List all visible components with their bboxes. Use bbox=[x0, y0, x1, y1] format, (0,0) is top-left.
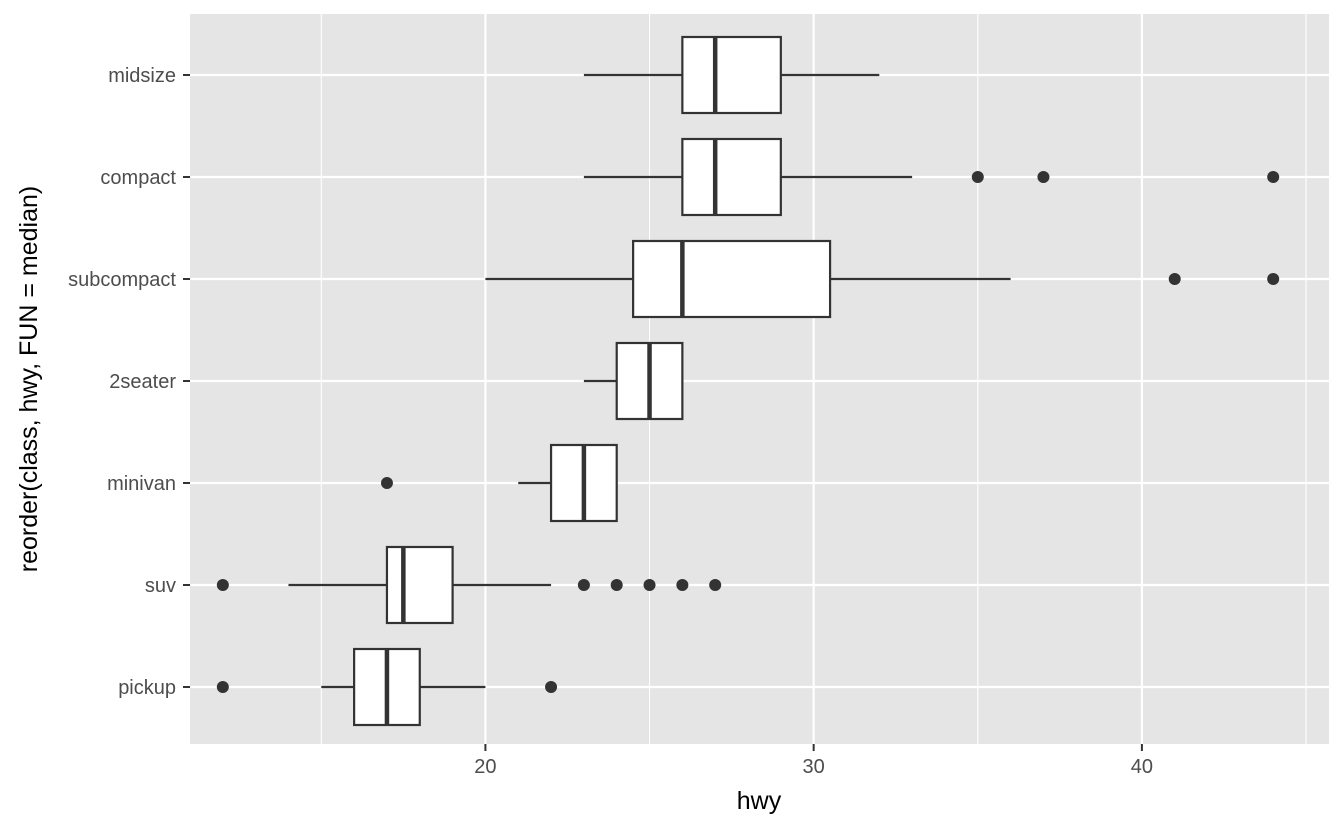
y-tick-label: suv bbox=[145, 575, 176, 597]
box-compact bbox=[583, 137, 1280, 217]
y-tick-label: minivan bbox=[107, 473, 176, 495]
outlier-point bbox=[1267, 273, 1280, 285]
x-tick-label: 30 bbox=[803, 756, 825, 778]
x-tick-label: 20 bbox=[474, 756, 496, 778]
outlier-point bbox=[676, 579, 689, 591]
y-axis-title: reorder(class, hwy, FUN = median) bbox=[15, 186, 43, 572]
box-2seater bbox=[583, 341, 684, 421]
box-midsize bbox=[583, 35, 880, 115]
iqr-box bbox=[632, 239, 832, 319]
outlier-point bbox=[380, 477, 393, 489]
y-tick-label: compact bbox=[100, 167, 176, 189]
iqr-box bbox=[385, 545, 454, 625]
outlier-point bbox=[1037, 171, 1050, 183]
box-suv bbox=[216, 545, 722, 625]
outlier-point bbox=[971, 171, 984, 183]
y-tick-label: 2seater bbox=[109, 371, 176, 393]
major-gridlines bbox=[190, 14, 1329, 744]
outlier-point bbox=[577, 579, 590, 591]
outlier-point bbox=[1267, 171, 1280, 183]
outlier-point bbox=[1168, 273, 1181, 285]
x-tick-label: 40 bbox=[1131, 756, 1153, 778]
y-tick-label: subcompact bbox=[68, 269, 176, 291]
y-tick-label: midsize bbox=[108, 65, 176, 87]
outlier-point bbox=[545, 681, 558, 693]
iqr-box bbox=[681, 137, 782, 217]
x-axis-title: hwy bbox=[737, 787, 782, 815]
outlier-point bbox=[709, 579, 722, 591]
panel-background bbox=[190, 14, 1329, 744]
iqr-box bbox=[681, 35, 782, 115]
outlier-point bbox=[610, 579, 623, 591]
outlier-point bbox=[643, 579, 656, 591]
outlier-point bbox=[216, 579, 229, 591]
box-subcompact bbox=[485, 239, 1280, 319]
box-pickup bbox=[216, 647, 558, 727]
boxes-layer bbox=[216, 35, 1280, 727]
box-minivan bbox=[380, 443, 618, 523]
y-tick-label: pickup bbox=[118, 677, 176, 699]
outlier-point bbox=[216, 681, 229, 693]
y-axis: midsize compact subcompact 2seater minivan su… bbox=[68, 65, 190, 699]
x-axis: 20 30 40 bbox=[474, 744, 1153, 778]
minor-gridlines bbox=[320, 14, 1307, 744]
